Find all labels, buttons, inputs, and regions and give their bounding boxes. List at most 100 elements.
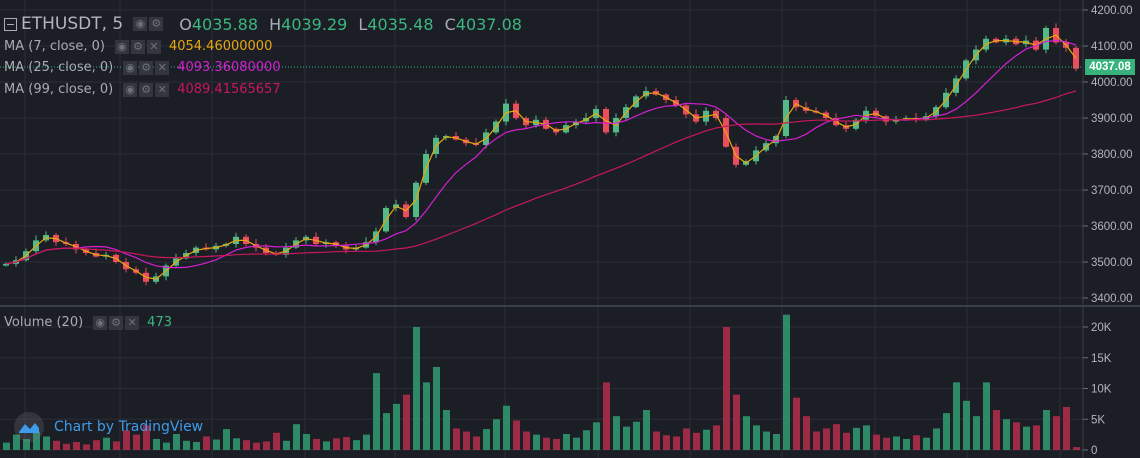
volume-bar [273, 432, 280, 450]
volume-tick-label: 5K [1091, 414, 1105, 426]
gear-icon[interactable]: ⚙ [130, 39, 145, 54]
volume-bar [343, 437, 350, 450]
open-value: 4035.88 [191, 14, 259, 34]
volume-bar [103, 437, 110, 450]
volume-bar [803, 416, 810, 450]
eye-icon[interactable]: ◉ [123, 60, 138, 75]
gear-icon[interactable]: ⚙ [149, 17, 164, 31]
volume-label: Volume (20) [4, 315, 84, 330]
volume-bar [363, 434, 370, 450]
volume-bar [463, 431, 470, 450]
volume-bar [893, 436, 900, 450]
volume-bar [833, 424, 840, 450]
volume-tick-label: 15K [1091, 353, 1112, 365]
volume-bar [693, 432, 700, 450]
volume-bar [3, 442, 10, 450]
volume-bar [813, 431, 820, 450]
ma7-label: MA (7, close, 0) [4, 39, 105, 54]
close-icon[interactable]: ✕ [125, 315, 140, 330]
volume-bar [923, 437, 930, 450]
close-icon[interactable]: ✕ [155, 60, 170, 75]
last-price-label: 4037.08 [1085, 59, 1135, 75]
volume-axis[interactable]: 20K 15K 10K 5K 0 [1083, 322, 1112, 457]
grid [0, 0, 1083, 458]
price-axis[interactable]: 4200.00 4100.00 4000.00 3900.00 3800.00 3700.… [1083, 5, 1133, 305]
ma99-value: 4089.41565657 [177, 82, 281, 97]
price-tick-label: 3800.00 [1091, 149, 1133, 161]
volume-bar [453, 428, 460, 450]
volume-bar [33, 431, 40, 450]
volume-bar [763, 431, 770, 450]
volume-bar [1013, 422, 1020, 450]
tradingview-watermark[interactable]: Chart by TradingView [14, 412, 203, 442]
volume-bar [233, 438, 240, 450]
gear-icon[interactable]: ⚙ [139, 82, 154, 97]
volume-bar [93, 440, 100, 450]
volume-bar [773, 434, 780, 450]
volume-bar [423, 382, 430, 450]
price-tick-label: 4200.00 [1091, 5, 1133, 17]
volume-bar [863, 425, 870, 450]
symbol-title: ETHUSDT, 5 [21, 14, 124, 34]
volume-legend: Volume (20) ◉ ⚙ ✕ 473 [4, 315, 172, 330]
volume-bar [983, 382, 990, 450]
ma99-legend: MA (99, close, 0) ◉ ⚙ ✕ 4089.41565657 [4, 82, 281, 97]
volume-bar [483, 429, 490, 450]
volume-bar [73, 442, 80, 450]
volume-bar [753, 425, 760, 450]
ma25-value: 4093.36080000 [177, 60, 281, 75]
volume-bar [963, 400, 970, 450]
close-icon[interactable]: ✕ [146, 39, 161, 54]
volume-bar [623, 426, 630, 450]
volume-bar [933, 428, 940, 450]
volume-bar [303, 434, 310, 450]
volume-bar [333, 438, 340, 450]
volume-bar [903, 438, 910, 450]
volume-bar [1023, 426, 1030, 450]
volume-bar [553, 438, 560, 450]
gear-icon[interactable]: ⚙ [109, 315, 124, 330]
volume-bar [873, 434, 880, 450]
volume-bar [63, 443, 70, 450]
eye-icon[interactable]: ◉ [114, 39, 129, 54]
volume-bar [513, 420, 520, 450]
volume-bar [503, 405, 510, 450]
volume-bar [383, 413, 390, 450]
symbol-legend: ETHUSDT, 5 ◉ ⚙ O4035.88 H4039.29 L4035.48… [4, 14, 522, 34]
ma99-line [5, 90, 1077, 265]
close-icon[interactable]: ✕ [155, 82, 170, 97]
volume-value: 473 [147, 315, 172, 330]
eye-icon[interactable]: ◉ [133, 17, 148, 31]
volume-bar [523, 431, 530, 450]
volume-bar [203, 436, 210, 450]
volume-bar [23, 438, 30, 450]
ma7-value: 4054.46000000 [168, 39, 273, 54]
ma7-legend: MA (7, close, 0) ◉ ⚙ ✕ 4054.46000000 [4, 39, 272, 54]
volume-bar [1073, 447, 1080, 450]
open-label: O [179, 14, 192, 34]
volume-bars [3, 314, 1080, 450]
volume-bar [633, 421, 640, 450]
price-tick-label: 3900.00 [1091, 113, 1133, 125]
volume-bar [1063, 406, 1070, 450]
volume-bar [973, 416, 980, 450]
low-value: 4035.48 [367, 14, 434, 34]
collapse-icon[interactable] [4, 17, 17, 31]
price-tick-label: 3500.00 [1091, 257, 1133, 269]
volume-bar [83, 444, 90, 450]
volume-bar [733, 394, 740, 450]
low-label: L [358, 14, 368, 34]
volume-bar [353, 440, 360, 450]
volume-bar [293, 424, 300, 450]
gear-icon[interactable]: ⚙ [139, 60, 154, 75]
volume-bar [173, 434, 180, 450]
candle-down [1073, 47, 1079, 69]
volume-bar [53, 440, 60, 450]
volume-bar [113, 441, 120, 450]
eye-icon[interactable]: ◉ [93, 315, 108, 330]
volume-bar [1053, 416, 1060, 450]
volume-tick-label: 20K [1091, 322, 1112, 334]
eye-icon[interactable]: ◉ [123, 82, 138, 97]
volume-bar [143, 425, 150, 450]
